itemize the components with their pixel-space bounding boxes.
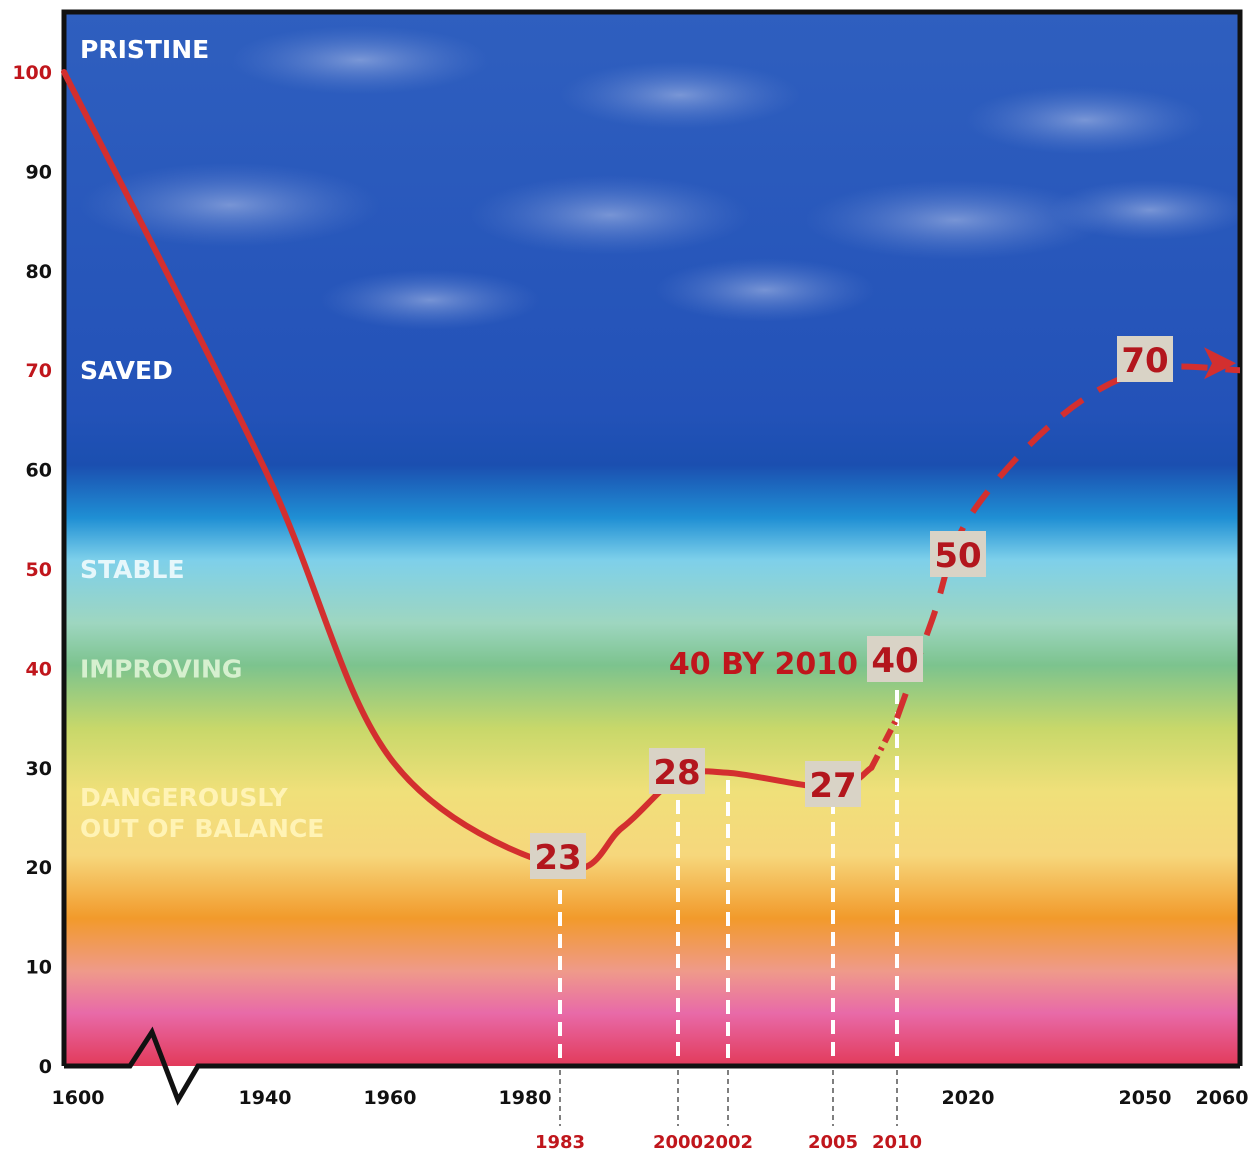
x-tick-label: 2060 — [1196, 1087, 1249, 1109]
badge-bg-50 — [930, 531, 986, 577]
x-tick-label: 2020 — [942, 1087, 995, 1109]
y-tick-label: 100 — [12, 62, 52, 84]
x-tick-label: 1960 — [364, 1087, 417, 1109]
series-dashdot-line — [868, 716, 900, 770]
fish-shape — [230, 26, 490, 94]
band-label-pristine: PRISTINE — [80, 35, 209, 64]
series-arrow — [1204, 347, 1236, 380]
arrow-head — [1204, 347, 1236, 380]
fish-shape — [655, 258, 875, 322]
fish-shape — [1050, 180, 1240, 240]
y-tick-label: 10 — [26, 957, 52, 979]
y-tick-label: 60 — [26, 460, 52, 482]
y-tick-label: 90 — [26, 161, 52, 183]
y-tick-label: 0 — [39, 1056, 52, 1078]
y-tick-label: 80 — [26, 261, 52, 283]
fish-shape — [470, 175, 750, 255]
badge-bg-70 — [1117, 336, 1173, 382]
year-label-1983: 1983 — [535, 1132, 585, 1153]
fish-shape — [80, 163, 380, 247]
badge-value-40: 40 — [871, 641, 918, 681]
year-label-2002: 2002 — [703, 1132, 753, 1153]
year-labels: 1983 2000 2002 2005 2010 — [535, 1132, 922, 1153]
year-label-2000: 2000 — [653, 1132, 703, 1153]
y-tick-label: 20 — [26, 857, 52, 879]
year-label-2010: 2010 — [872, 1132, 922, 1153]
x-axis-line — [64, 1026, 1240, 1106]
fish-school-image — [80, 26, 1240, 330]
band-label-stable: STABLE — [80, 555, 185, 584]
badge-value-23: 23 — [534, 838, 581, 878]
plot-frame — [61, 9, 1243, 1066]
badge-value-27: 27 — [809, 766, 856, 806]
y-tick-label: 30 — [26, 758, 52, 780]
band-label-improving: IMPROVING — [80, 654, 242, 683]
badge-bg-27 — [805, 761, 861, 807]
badge-bg-28 — [649, 748, 705, 794]
band-labels: PRISTINE SAVED STABLE IMPROVING DANGEROUSLYO… — [80, 35, 324, 843]
fish-shape — [320, 270, 540, 330]
x-tick-label: 1940 — [239, 1087, 292, 1109]
y-tick-label: 50 — [26, 559, 52, 581]
y-tick-label: 70 — [26, 360, 52, 382]
value-badges: 23 28 27 40 50 70 — [530, 336, 1173, 879]
badge-bg-23 — [530, 833, 586, 879]
year-label-2005: 2005 — [808, 1132, 858, 1153]
y-tick-label: 40 — [26, 658, 52, 680]
badge-value-50: 50 — [934, 536, 981, 576]
fish-shape — [965, 86, 1205, 154]
badge-value-28: 28 — [653, 753, 700, 793]
band-label-dangerous: DANGEROUSLY — [80, 783, 288, 812]
target-label: 40 BY 2010 — [669, 647, 858, 682]
x-tick-label: 1600 — [52, 1087, 105, 1109]
fish-shape — [805, 180, 1105, 260]
band-label-saved: SAVED — [80, 356, 173, 385]
year-guide-lines — [558, 690, 899, 1126]
x-tick-label: 2050 — [1119, 1087, 1172, 1109]
badge-value-70: 70 — [1121, 341, 1168, 381]
x-tick-label: 1980 — [499, 1087, 552, 1109]
badge-bg-40 — [867, 636, 923, 682]
x-axis-ticks: 1600 1940 1960 1980 2020 2050 2060 — [52, 1087, 1249, 1109]
fish-shape — [560, 61, 800, 129]
band-label-dangerous-line2: OUT OF BALANCE — [80, 814, 324, 843]
y-axis-ticks: 0 10 20 30 40 50 60 70 80 90 100 — [12, 62, 52, 1078]
